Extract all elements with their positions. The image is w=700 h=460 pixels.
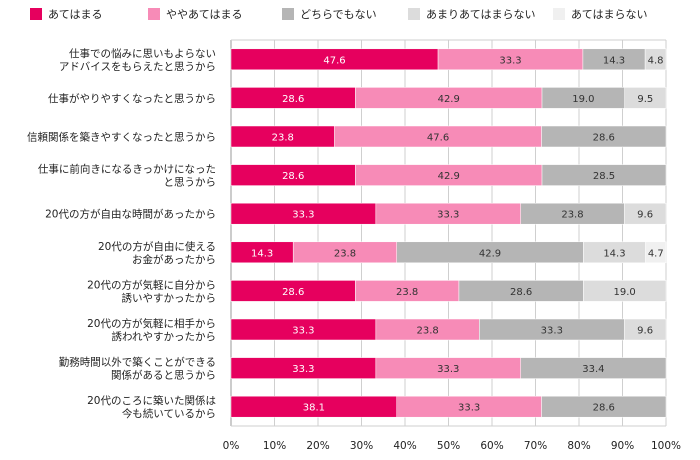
data-label-r7-s3: 9.6 (637, 326, 653, 337)
bar-segment-r6-s3 (583, 280, 667, 302)
data-label-r6-s1: 23.8 (396, 287, 418, 298)
bar-segment-r8-s2 (520, 357, 667, 379)
data-label-r5-s0: 14.3 (251, 248, 273, 259)
category-label-3: 仕事に前向きになるきっかけになったと思うから (38, 163, 216, 189)
data-label-r0-s1: 33.3 (499, 55, 521, 66)
x-tick-label-8: 80% (567, 440, 590, 452)
data-label-r9-s2: 28.6 (593, 403, 615, 414)
data-label-r4-s1: 33.3 (437, 210, 459, 221)
data-label-r6-s2: 28.6 (510, 287, 532, 298)
x-tick-label-10: 100% (651, 440, 681, 452)
data-label-r9-s0: 38.1 (303, 403, 325, 414)
data-label-r4-s3: 9.6 (637, 210, 653, 221)
bar-segment-r3-s2 (541, 164, 667, 186)
data-label-r5-s3: 14.3 (603, 248, 625, 259)
legend-swatch-4 (553, 8, 565, 20)
legend-label-1: ややあてはまる (166, 8, 243, 21)
x-tick-label-2: 20% (306, 440, 329, 452)
data-label-r8-s1: 33.3 (437, 364, 459, 375)
data-label-r7-s1: 23.8 (416, 326, 438, 337)
data-label-r5-s4: 4.7 (648, 248, 664, 259)
category-labels: 仕事での悩みに思いもよらないアドバイスをもらえたと思うから仕事がやりやすくなった… (27, 47, 216, 420)
category-label-9: 20代のころに築いた関係は今も続いているから (87, 394, 216, 420)
data-label-r0-s0: 47.6 (323, 55, 345, 66)
bar-segment-r0-s3 (644, 48, 667, 71)
bars: 47.6 33.3 14.3 4.8 28.6 42.9 19.0 9.5 23.8 47.6 28… (230, 48, 667, 418)
legend-label-3: あまりあてはまらない (426, 8, 536, 21)
category-label-6: 20代の方が気軽に自分から誘いやすかったから (87, 278, 216, 304)
category-label-7: 20代の方が気軽に相手から誘われやすかったから (87, 317, 216, 343)
x-tick-label-9: 90% (611, 440, 634, 452)
category-label-1: 仕事がやりやすくなったと思うから (48, 92, 216, 105)
bar-segment-r7-s3 (623, 318, 667, 341)
data-label-r1-s2: 19.0 (572, 94, 594, 105)
data-label-r2-s1: 47.6 (427, 133, 449, 144)
data-label-r7-s0: 33.3 (292, 326, 314, 337)
legend-label-4: あてはまらない (571, 8, 648, 21)
data-label-r3-s2: 28.5 (593, 171, 615, 182)
data-label-r2-s0: 23.8 (272, 133, 294, 144)
x-tick-label-0: 0% (223, 440, 240, 452)
x-tick-label-6: 60% (480, 440, 503, 452)
bar-segment-r4-s3 (623, 202, 667, 225)
category-label-2: 信頼関係を築きやすくなったと思うから (27, 131, 216, 144)
category-label-8: 勤務時間以外で築くことができる関係があると思うから (59, 356, 216, 382)
x-tick-label-1: 10% (263, 440, 286, 452)
data-label-r8-s0: 33.3 (292, 364, 314, 375)
data-label-r3-s1: 42.9 (438, 171, 460, 182)
data-label-r1-s3: 9.5 (637, 94, 653, 105)
data-label-r6-s3: 19.0 (614, 287, 636, 298)
legend-label-0: あてはまる (48, 8, 103, 21)
data-label-r4-s0: 33.3 (292, 210, 314, 221)
bar-segment-r2-s2 (541, 125, 667, 148)
category-label-0: 仕事での悩みに思いもよらないアドバイスをもらえたと思うから (59, 47, 216, 73)
legend-label-2: どちらでもない (300, 8, 377, 21)
bar-segment-r1-s3 (624, 87, 667, 109)
data-label-r3-s0: 28.6 (282, 171, 304, 182)
legend-swatch-0 (30, 8, 42, 20)
data-label-r2-s2: 28.6 (593, 133, 615, 144)
x-tick-label-7: 70% (524, 440, 547, 452)
data-label-r5-s1: 23.8 (334, 248, 356, 259)
data-label-r0-s2: 14.3 (603, 55, 625, 66)
data-label-r1-s0: 28.6 (282, 94, 304, 105)
x-tick-label-5: 50% (437, 440, 460, 452)
data-label-r4-s2: 23.8 (561, 210, 583, 221)
category-label-5: 20代の方が自由に使えるお金があったから (98, 240, 216, 266)
bar-segment-r9-s2 (541, 395, 667, 418)
bar-segment-r5-s4 (645, 241, 667, 264)
category-label-4: 20代の方が自由な時間があったから (45, 208, 216, 221)
data-label-r5-s2: 42.9 (479, 248, 501, 259)
data-label-r1-s1: 42.9 (438, 94, 460, 105)
legend-swatch-2 (282, 8, 294, 20)
legend: あてはまる ややあてはまる どちらでもない あまりあてはまらない あてはまらない (30, 8, 648, 21)
data-label-r7-s2: 33.3 (541, 326, 563, 337)
data-label-r9-s1: 33.3 (458, 403, 480, 414)
data-label-r6-s0: 28.6 (282, 287, 304, 298)
data-label-r8-s2: 33.4 (582, 364, 604, 375)
x-tick-label-3: 30% (350, 440, 373, 452)
legend-swatch-3 (408, 8, 420, 20)
legend-swatch-1 (148, 8, 160, 20)
x-tick-label-4: 40% (393, 440, 416, 452)
data-label-r0-s3: 4.8 (648, 55, 664, 66)
x-axis: 0% 10% 20% 30% 40% 50% 60% 70% 80% 90% 100% (223, 440, 681, 452)
